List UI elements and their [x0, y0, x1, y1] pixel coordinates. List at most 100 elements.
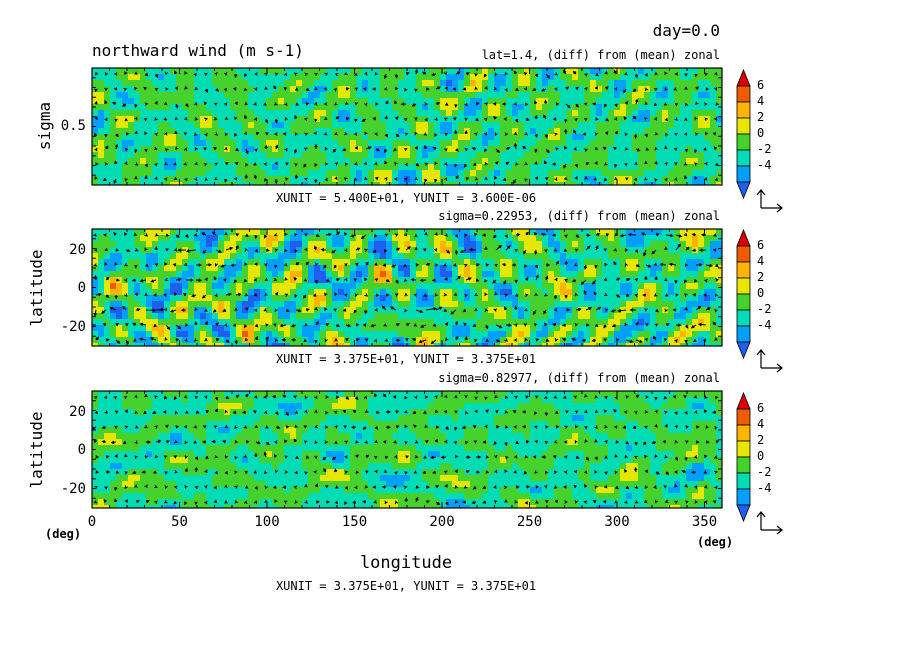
- heatmap-cell: [524, 140, 531, 147]
- heatmap-cell: [422, 235, 429, 242]
- heatmap-cell: [704, 110, 711, 117]
- heatmap-cell: [302, 301, 309, 308]
- heatmap-cell: [506, 170, 513, 177]
- heatmap-cell: [218, 289, 225, 296]
- heatmap-cell: [572, 134, 579, 141]
- heatmap-cell: [488, 229, 495, 236]
- heatmap-cell: [638, 271, 645, 278]
- heatmap-cell: [200, 104, 207, 111]
- heatmap-cell: [620, 241, 627, 248]
- heatmap-cell: [632, 235, 639, 242]
- heatmap-cell: [560, 80, 567, 87]
- heatmap-cell: [170, 241, 177, 248]
- heatmap-cell: [710, 122, 717, 129]
- heatmap-cell: [458, 74, 465, 81]
- heatmap-cell: [128, 295, 135, 302]
- heatmap-cell: [152, 104, 159, 111]
- heatmap-cell: [182, 295, 189, 302]
- heatmap-cell: [428, 319, 435, 326]
- heatmap-cell: [248, 80, 255, 87]
- heatmap-cell: [116, 128, 123, 135]
- heatmap-cell: [548, 307, 555, 314]
- heatmap-cell: [236, 86, 243, 93]
- heatmap-cell: [188, 259, 195, 266]
- heatmap-cell: [194, 331, 201, 338]
- heatmap-cell: [614, 110, 621, 117]
- heatmap-cell: [308, 325, 315, 332]
- heatmap-cell: [536, 98, 543, 105]
- heatmap-cell: [212, 80, 219, 87]
- heatmap-cell: [554, 170, 561, 177]
- heatmap-cell: [134, 74, 141, 81]
- heatmap-cell: [506, 313, 513, 320]
- heatmap-cell: [386, 164, 393, 171]
- heatmap-cell: [620, 253, 627, 260]
- heatmap-cell: [308, 241, 315, 248]
- heatmap-cell: [98, 170, 105, 177]
- heatmap-cell: [482, 301, 489, 308]
- heatmap-cell: [284, 110, 291, 117]
- heatmap-cell: [206, 146, 213, 153]
- heatmap-cell: [692, 253, 699, 260]
- heatmap-cell: [380, 110, 387, 117]
- heatmap-cell: [590, 319, 597, 326]
- heatmap-cell: [440, 110, 447, 117]
- heatmap-cell: [608, 92, 615, 99]
- heatmap-cell: [674, 104, 681, 111]
- heatmap-cell: [698, 313, 705, 320]
- heatmap-cell: [236, 116, 243, 123]
- heatmap-cell: [668, 277, 675, 284]
- heatmap-cell: [482, 80, 489, 87]
- heatmap-cell: [110, 80, 117, 87]
- heatmap-cell: [116, 164, 123, 171]
- heatmap-cell: [362, 265, 369, 272]
- heatmap-cell: [452, 140, 459, 147]
- heatmap-cell: [308, 289, 315, 296]
- heatmap-cell: [560, 289, 567, 296]
- heatmap-cell: [236, 176, 243, 183]
- heatmap-cell: [590, 253, 597, 260]
- heatmap-cell: [398, 289, 405, 296]
- heatmap-cell: [710, 283, 717, 290]
- heatmap-cell: [452, 295, 459, 302]
- heatmap-cell: [338, 313, 345, 320]
- heatmap-cell: [128, 164, 135, 171]
- heatmap-cell: [440, 283, 447, 290]
- heatmap-cell: [194, 283, 201, 290]
- heatmap-cell: [500, 92, 507, 99]
- heatmap-cell: [272, 134, 279, 141]
- heatmap-cell: [134, 259, 141, 266]
- heatmap-cell: [446, 116, 453, 123]
- heatmap-cell: [584, 74, 591, 81]
- heatmap-cell: [668, 247, 675, 254]
- heatmap-cell: [710, 241, 717, 248]
- heatmap-cell: [560, 122, 567, 129]
- heatmap-cell: [458, 301, 465, 308]
- heatmap-cell: [350, 86, 357, 93]
- heatmap-cell: [446, 110, 453, 117]
- heatmap-cell: [482, 265, 489, 272]
- heatmap-cell: [662, 74, 669, 81]
- heatmap-cell: [146, 170, 153, 177]
- heatmap-cell: [110, 265, 117, 272]
- heatmap-cell: [644, 140, 651, 147]
- heatmap-cell: [560, 98, 567, 105]
- heatmap-cell: [428, 235, 435, 242]
- heatmap-cell: [644, 110, 651, 117]
- heatmap-cell: [260, 229, 267, 236]
- heatmap-cell: [620, 140, 627, 147]
- heatmap-cell: [248, 337, 255, 344]
- heatmap-cell: [122, 325, 129, 332]
- heatmap-cell: [260, 319, 267, 326]
- heatmap-cell: [518, 331, 525, 338]
- heatmap-cell: [578, 164, 585, 171]
- heatmap-cell: [566, 110, 573, 117]
- heatmap-cell: [350, 164, 357, 171]
- heatmap-cell: [284, 241, 291, 248]
- heatmap-cell: [212, 271, 219, 278]
- heatmap-cell: [416, 253, 423, 260]
- heatmap-cell: [698, 283, 705, 290]
- heatmap-cell: [458, 289, 465, 296]
- heatmap-cell: [338, 74, 345, 81]
- heatmap-cell: [338, 68, 345, 75]
